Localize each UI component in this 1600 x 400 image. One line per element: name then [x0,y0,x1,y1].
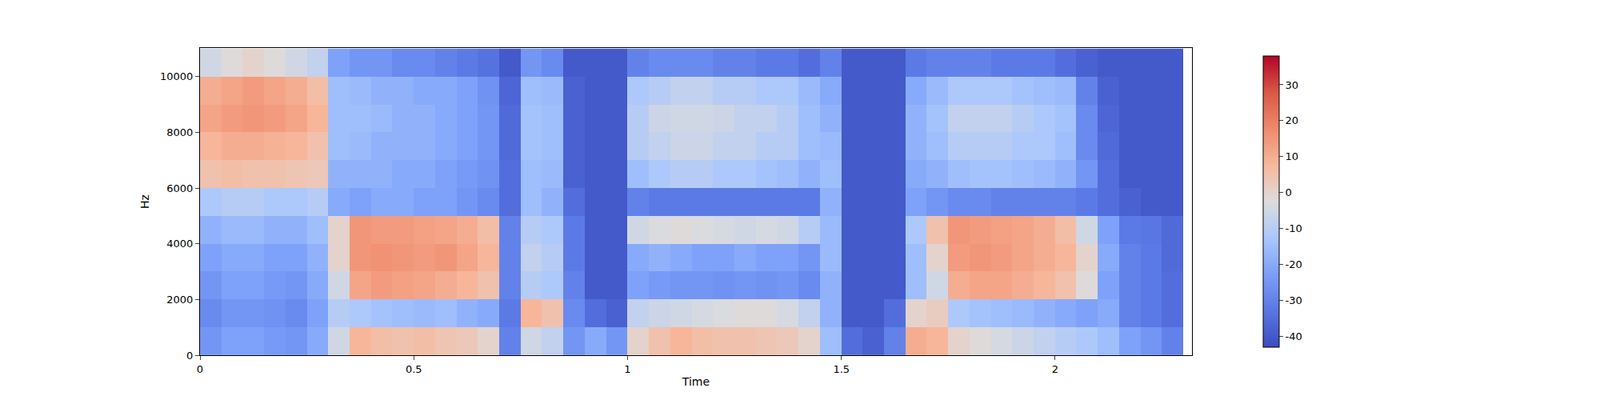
svg-text:2: 2 [1052,363,1059,376]
svg-text:1: 1 [624,363,631,376]
svg-text:Hz: Hz [138,194,152,209]
svg-text:0: 0 [1285,186,1292,199]
svg-text:-10: -10 [1285,222,1303,235]
svg-text:Time: Time [681,375,710,388]
svg-text:20: 20 [1285,114,1300,127]
svg-text:0.5: 0.5 [405,363,423,376]
svg-text:-20: -20 [1285,258,1303,271]
svg-text:4000: 4000 [166,237,193,250]
svg-text:10: 10 [1285,150,1300,163]
svg-text:30: 30 [1285,79,1300,92]
svg-text:6000: 6000 [166,182,193,195]
svg-text:1.5: 1.5 [832,363,850,376]
svg-text:0: 0 [186,349,193,362]
svg-text:-40: -40 [1285,330,1303,343]
svg-text:10000: 10000 [160,70,193,83]
svg-text:-30: -30 [1285,294,1303,307]
svg-text:2000: 2000 [166,293,193,306]
svg-text:0: 0 [196,363,204,376]
svg-text:8000: 8000 [166,126,193,139]
